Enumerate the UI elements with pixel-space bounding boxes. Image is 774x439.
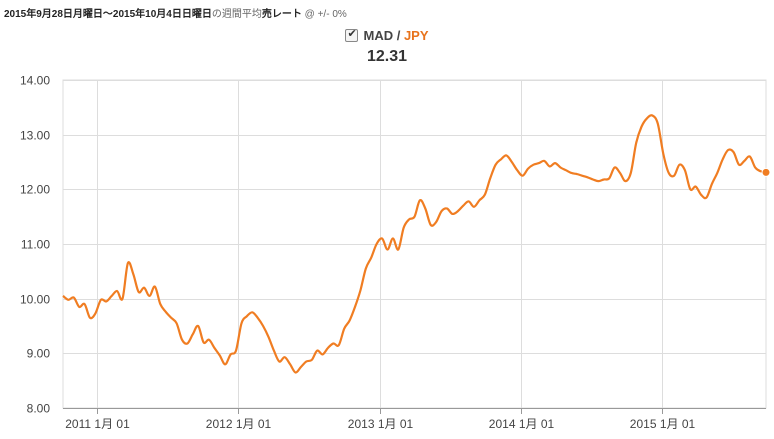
x-tick-label: 2011 1月 01 — [65, 417, 130, 431]
series-line-mad-jpy — [62, 114, 767, 374]
y-tick-label: 12.00 — [20, 183, 50, 197]
spread-note: @ +/- 0% — [304, 9, 347, 20]
last-point-marker[interactable] — [761, 167, 771, 177]
y-tick-label: 13.00 — [20, 129, 50, 143]
legend: MAD / JPY 12.31 — [0, 27, 774, 66]
rate-type: 売レート — [261, 9, 302, 20]
legend-label: MAD / JPY — [363, 28, 428, 43]
y-tick-label: 10.00 — [20, 293, 50, 307]
legend-item[interactable]: MAD / JPY — [345, 27, 429, 43]
current-rate-value: 12.31 — [366, 48, 408, 65]
date-range: 2015年9月28日月曜日～2015年10月4日日曜日 — [4, 9, 212, 20]
y-tick-label: 9.00 — [27, 347, 51, 361]
chart-subtitle: 2015年9月28日月曜日～2015年10月4日日曜日の週間平均売レート @ +… — [4, 5, 347, 20]
x-tick-label: 2013 1月 01 — [348, 417, 414, 431]
x-tick-label: 2014 1月 01 — [489, 417, 555, 431]
x-tick-label: 2015 1月 01 — [630, 417, 696, 431]
base-currency: MAD — [363, 28, 394, 43]
y-tick-label: 14.00 — [20, 74, 50, 88]
quote-currency: JPY — [403, 28, 429, 43]
y-tick-label: 8.00 — [27, 402, 51, 416]
pair-separator: / — [393, 28, 404, 43]
x-tick-label: 2012 1月 01 — [206, 417, 272, 431]
checkbox-checked-icon[interactable] — [345, 27, 359, 42]
rate-note: の週間平均 — [211, 9, 262, 20]
y-tick-label: 11.00 — [21, 238, 50, 252]
